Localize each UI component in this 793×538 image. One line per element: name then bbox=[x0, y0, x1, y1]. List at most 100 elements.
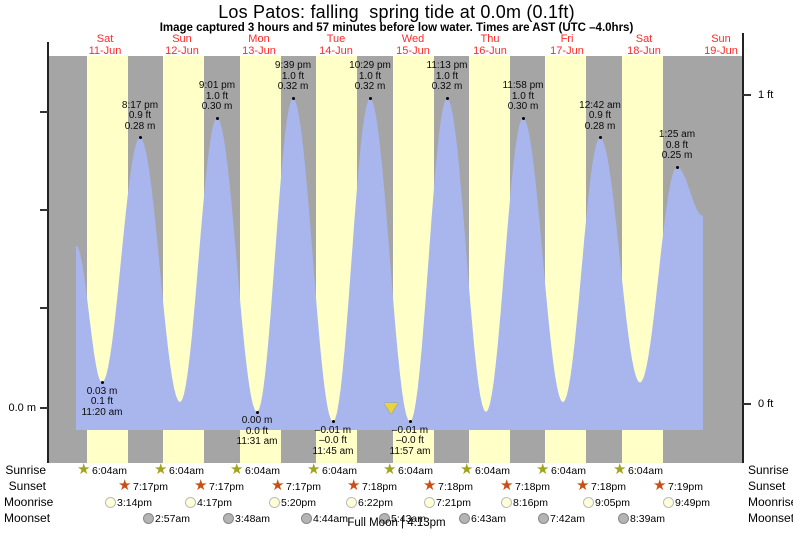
astro-time: 8:39am bbox=[630, 513, 666, 525]
sunrise-star: ★ bbox=[230, 461, 244, 478]
astro-time: 3:48am bbox=[235, 513, 271, 525]
sunrise-star: ★ bbox=[307, 461, 321, 478]
sunrise-star: ★ bbox=[383, 461, 397, 478]
astro-time: 6:43am bbox=[471, 513, 507, 525]
tide-high-point bbox=[521, 116, 525, 120]
day-label: Sat 18-Jun bbox=[627, 33, 661, 57]
tide-high-annotation: 11:58 pm 1.0 ft 0.30 m bbox=[502, 80, 544, 112]
moonrise-moon bbox=[185, 497, 196, 508]
sunset-star: ★ bbox=[347, 477, 361, 494]
tide-high-point bbox=[368, 96, 372, 100]
astro-time: 2:57am bbox=[155, 513, 191, 525]
tide-low-point bbox=[255, 410, 259, 414]
astro-time: 6:04am bbox=[475, 465, 511, 477]
day-label: Tue 14-Jun bbox=[319, 33, 353, 57]
tide-high-point bbox=[598, 136, 602, 140]
right-axis-label-0ft: 0 ft bbox=[758, 398, 774, 410]
left-axis-label: 0.0 m bbox=[8, 402, 36, 414]
day-label: Fri 17-Jun bbox=[550, 33, 584, 57]
sunset-star: ★ bbox=[423, 477, 437, 494]
tide-low-point bbox=[331, 420, 335, 424]
astro-time: 7:18pm bbox=[515, 481, 551, 493]
astro-row-label-left: Sunset bbox=[8, 479, 46, 493]
left-axis-tick bbox=[40, 209, 48, 211]
chart-subtitle: Image captured 3 hours and 57 minutes be… bbox=[159, 22, 634, 34]
right-axis-label-1ft: 1 ft bbox=[758, 89, 774, 101]
astro-time: 6:04am bbox=[322, 465, 358, 477]
astro-time: 7:42am bbox=[550, 513, 586, 525]
right-axis-line bbox=[742, 33, 744, 463]
tide-low-point bbox=[100, 381, 104, 385]
astro-time: 7:21pm bbox=[436, 497, 472, 509]
astro-row-label-left: Moonrise bbox=[4, 495, 54, 509]
sunset-star: ★ bbox=[576, 477, 590, 494]
moonset-moon bbox=[301, 513, 312, 524]
astro-time: 7:17pm bbox=[286, 481, 322, 493]
astro-time: 6:04am bbox=[245, 465, 281, 477]
astro-time: 6:04am bbox=[398, 465, 434, 477]
left-axis-line bbox=[47, 42, 49, 463]
astro-time: 5:43am bbox=[391, 513, 427, 525]
tide-high-annotation: 10:29 pm 1.0 ft 0.32 m bbox=[349, 60, 391, 93]
astro-time: 4:17pm bbox=[197, 497, 233, 509]
left-axis-tick bbox=[40, 111, 48, 113]
sunset-star: ★ bbox=[118, 477, 132, 494]
sunset-star: ★ bbox=[653, 477, 667, 494]
moonrise-moon bbox=[663, 497, 674, 508]
astro-time: 7:19pm bbox=[668, 481, 704, 493]
moonrise-moon bbox=[501, 497, 512, 508]
tide-high-annotation: 9:39 pm 1.0 ft 0.32 m bbox=[274, 60, 312, 93]
left-axis-tick bbox=[40, 407, 48, 409]
sunrise-star: ★ bbox=[613, 461, 627, 478]
tide-low-annotation: –0.01 m –0.0 ft 11:45 am bbox=[312, 424, 354, 457]
astro-time: 5:20pm bbox=[281, 497, 317, 509]
moonrise-moon bbox=[583, 497, 594, 508]
moon-phase-note: Full Moon | 4:13pm bbox=[347, 517, 446, 529]
day-label: Sun 12-Jun bbox=[165, 33, 199, 57]
astro-row-label-right: Moonrise bbox=[748, 495, 793, 509]
sunset-star: ★ bbox=[271, 477, 285, 494]
tide-low-annotation: –0.01 m –0.0 ft 11:57 am bbox=[389, 424, 431, 457]
tide-high-annotation: 12:42 am 0.9 ft 0.28 m bbox=[579, 99, 621, 132]
astro-time: 7:18pm bbox=[591, 481, 627, 493]
tide-high-point bbox=[675, 165, 679, 169]
plot-area bbox=[48, 56, 743, 463]
sunrise-star: ★ bbox=[460, 461, 474, 478]
astro-row-label-right: Sunset bbox=[748, 479, 786, 493]
day-label: Sat 11-Jun bbox=[88, 33, 122, 57]
day-label: Wed 15-Jun bbox=[396, 33, 430, 57]
moonrise-moon bbox=[424, 497, 435, 508]
right-axis-tick bbox=[743, 94, 751, 96]
astro-time: 4:44am bbox=[313, 513, 349, 525]
sunrise-star: ★ bbox=[77, 461, 91, 478]
moonset-moon bbox=[379, 513, 390, 524]
astro-time: 3:14pm bbox=[117, 497, 153, 509]
astro-time: 9:49pm bbox=[675, 497, 711, 509]
tide-high-annotation: 11:13 pm 1.0 ft 0.32 m bbox=[426, 60, 468, 93]
left-axis-tick bbox=[40, 307, 48, 309]
astro-row-label-right: Sunrise bbox=[748, 463, 789, 477]
astro-time: 8:16pm bbox=[513, 497, 549, 509]
moonrise-moon bbox=[105, 497, 116, 508]
astro-row-label-left: Moonset bbox=[4, 511, 51, 525]
right-axis-tick bbox=[743, 403, 751, 405]
astro-time: 7:17pm bbox=[209, 481, 245, 493]
day-label: Mon 13-Jun bbox=[242, 33, 276, 57]
astro-time: 6:04am bbox=[551, 465, 587, 477]
moonrise-moon bbox=[269, 497, 280, 508]
astro-time: 6:22pm bbox=[358, 497, 394, 509]
sunrise-star: ★ bbox=[154, 461, 168, 478]
now-marker-icon bbox=[384, 403, 398, 414]
astro-row-label-right: Moonset bbox=[748, 511, 793, 525]
day-label: Thu 16-Jun bbox=[473, 33, 507, 57]
moonrise-moon bbox=[346, 497, 357, 508]
tide-high-annotation: 9:01 pm 1.0 ft 0.30 m bbox=[198, 80, 236, 112]
tide-curve bbox=[76, 98, 703, 431]
tide-high-point bbox=[291, 96, 295, 100]
tide-area-path bbox=[76, 98, 703, 431]
tide-high-annotation: 1:25 am 0.8 ft 0.25 m bbox=[658, 129, 696, 161]
moonset-moon bbox=[618, 513, 629, 524]
astro-time: 7:18pm bbox=[362, 481, 398, 493]
tide-low-point bbox=[408, 420, 412, 424]
